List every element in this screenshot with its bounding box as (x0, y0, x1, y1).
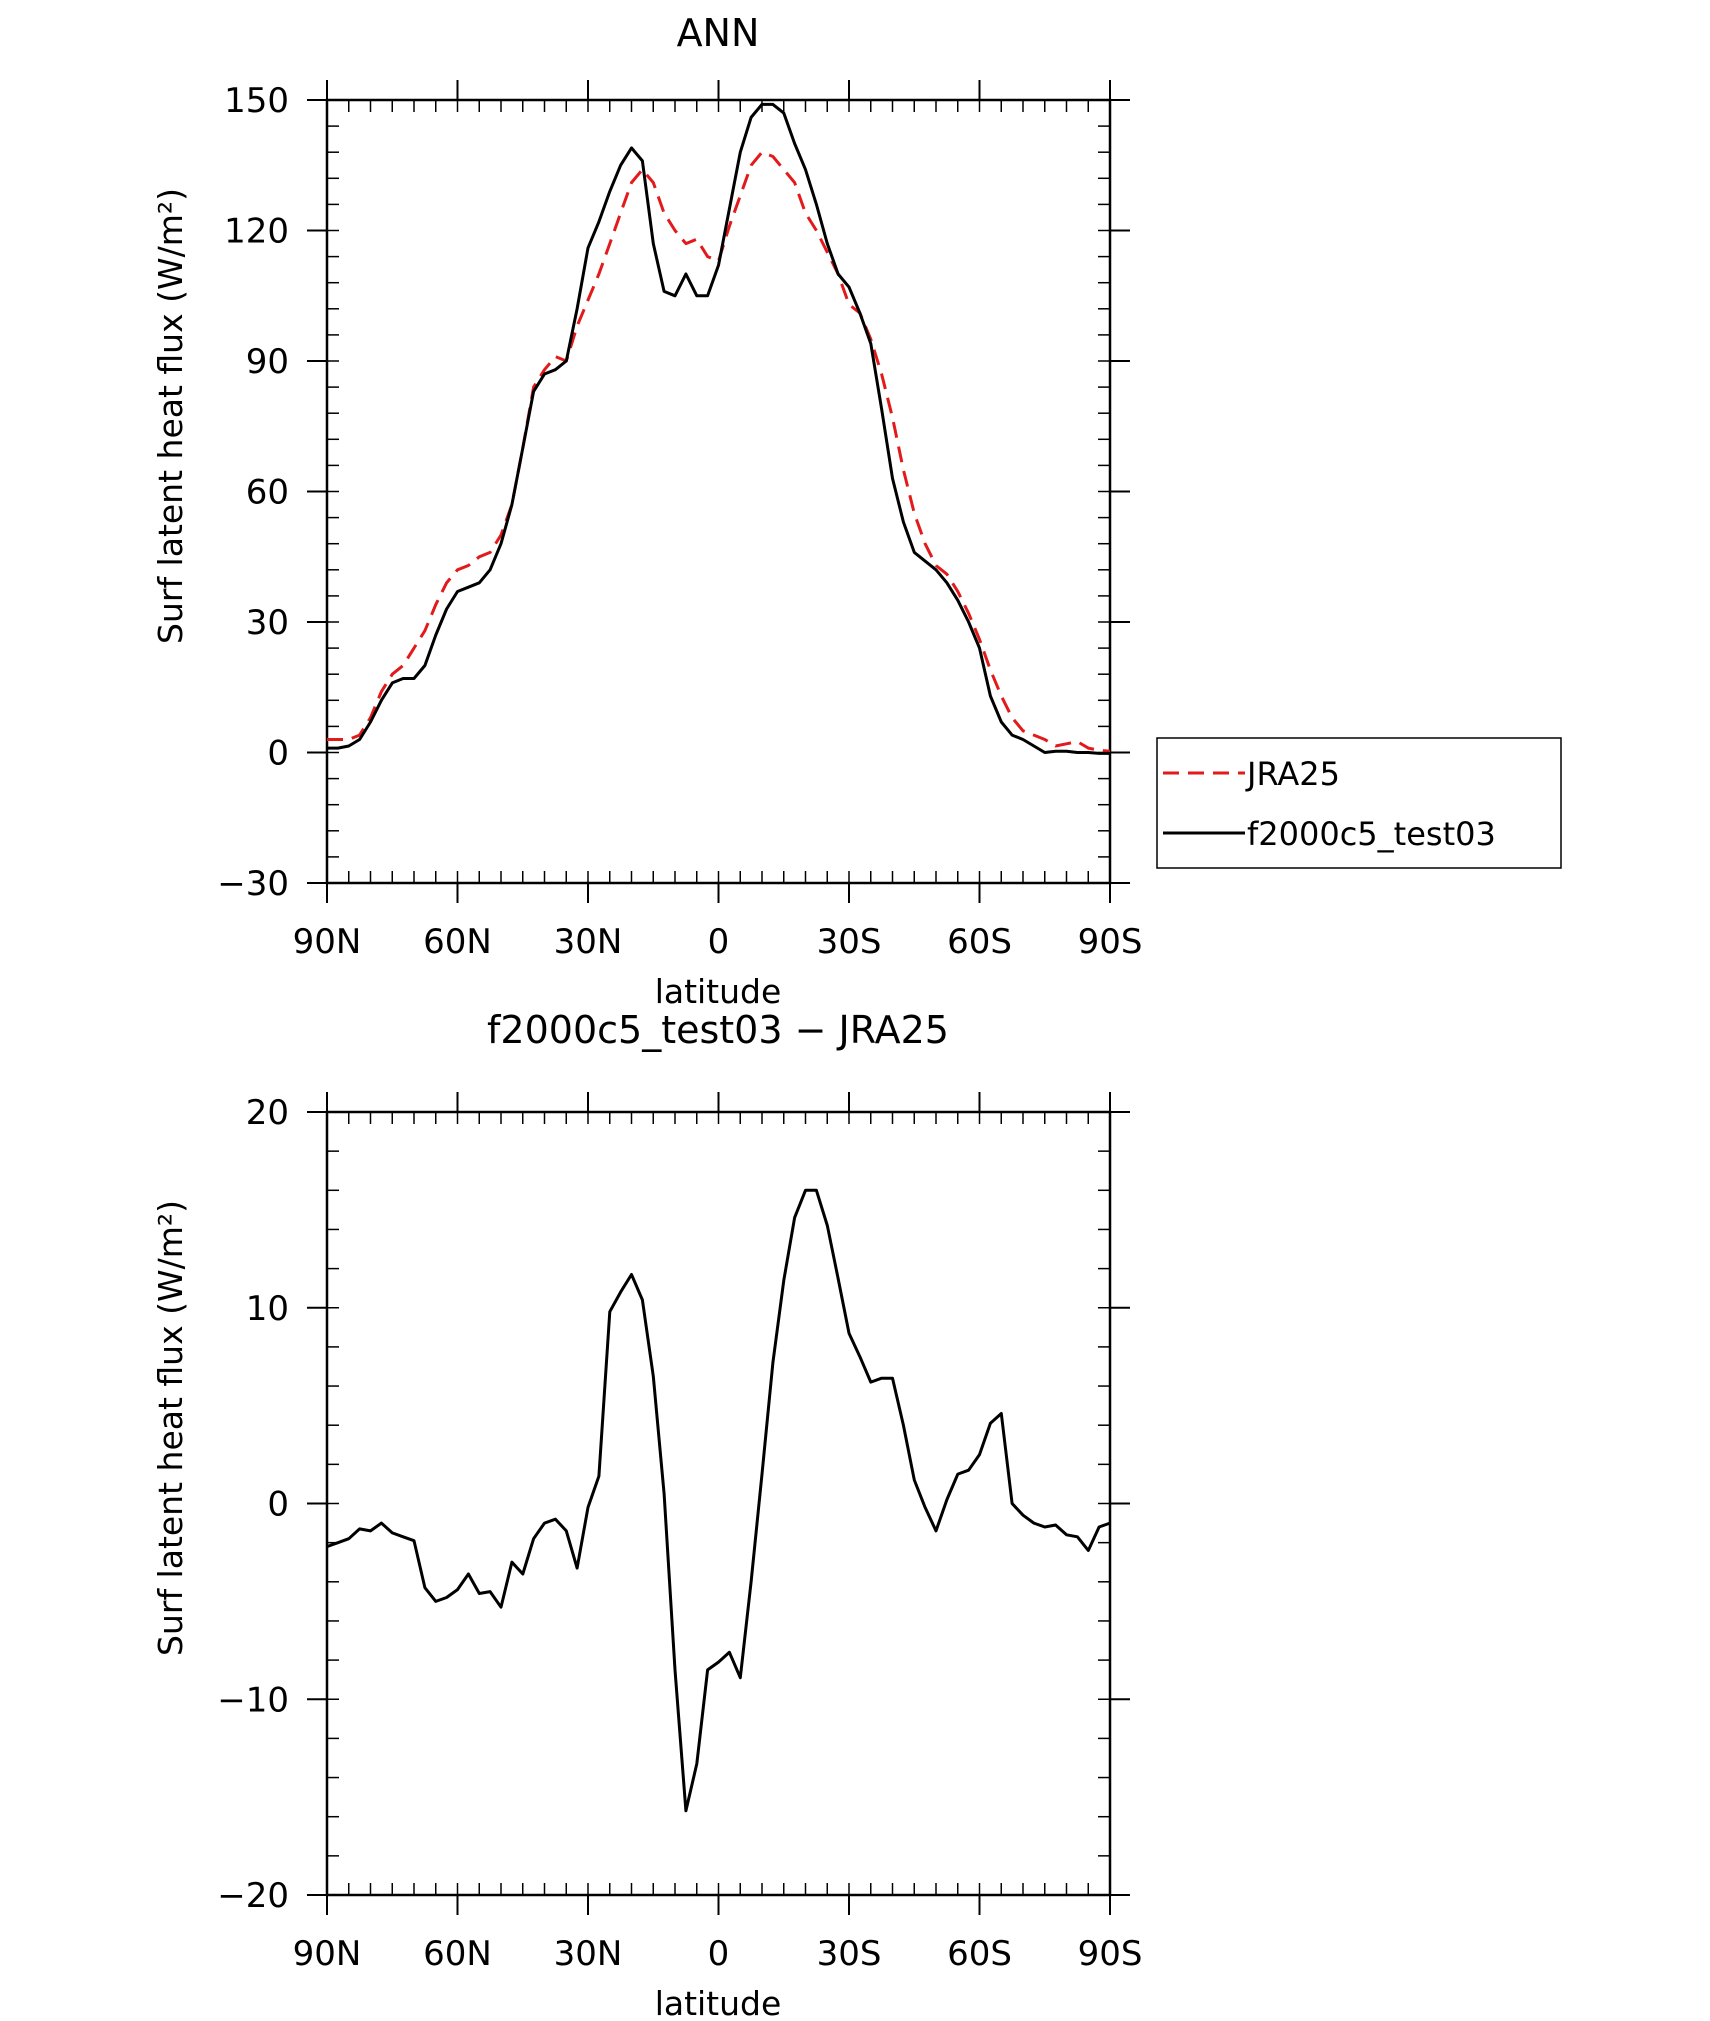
plot-frame (325, 1110, 1112, 1897)
legend: JRA25 f2000c5_test03 (1156, 737, 1562, 869)
panel-1-ylabel: Surf latent heat flux (W/m²) (151, 188, 190, 644)
panel-ann: ANN 90N 60N 30N 0 30S 60S 90S−300306090120150 … (151, 11, 1562, 1011)
series-line-difference (326, 1188, 1111, 1813)
x-tick-label: 60N (423, 922, 492, 962)
legend-label-jra25: JRA25 (1245, 755, 1340, 793)
series-line-f2000c5-test03 (327, 102, 1110, 755)
legend-label-f2000c5-test03: f2000c5_test03 (1247, 815, 1496, 853)
x-tick-label: 90S (1078, 922, 1143, 962)
y-tick-label: −10 (217, 1680, 289, 1720)
y-tick-label: 60 (246, 473, 289, 513)
x-tick-label: 30N (554, 922, 623, 962)
y-tick-label: 150 (224, 81, 289, 121)
x-tick-label: 0 (708, 1934, 730, 1974)
y-tick-label: 0 (267, 1485, 289, 1525)
plot-frame (325, 98, 1112, 885)
x-tick-label: 90N (293, 922, 362, 962)
x-tick-label: 0 (708, 922, 730, 962)
x-tick-label: 30S (817, 922, 882, 962)
y-tick-label: 120 (224, 212, 289, 252)
x-tick-label: 60S (947, 922, 1012, 962)
legend-box (1156, 737, 1562, 869)
panel-2-plot-area: 90N 60N 30N 0 30S 60S 90S −20 −10 0 10 20 (217, 1092, 1142, 1974)
x-tick-label: 60N (423, 1934, 492, 1974)
panel-2-ylabel: Surf latent heat flux (W/m²) (151, 1200, 190, 1656)
x-tick-label: 60S (947, 1934, 1012, 1974)
series-line-jra25 (327, 150, 1111, 753)
panel-difference: f2000c5_test03 − JRA25 90N 60N 30N 0 30S 60S 9… (151, 1008, 1142, 2021)
y-tick-label: 10 (246, 1289, 289, 1329)
panel-1-xlabel: latitude (655, 972, 782, 1011)
panel-1-plot-area: 90N 60N 30N 0 30S 60S 90S −30 0 30 60 90 120 150 (217, 80, 1142, 962)
y-tick-label: 90 (246, 342, 289, 382)
y-tick-label: 20 (246, 1093, 289, 1133)
x-tick-label: 30N (554, 1934, 623, 1974)
panel-1-title: ANN (677, 11, 760, 55)
y-tick-label: 0 (267, 734, 289, 774)
x-tick-label: 90S (1078, 1934, 1143, 1974)
y-tick-label: −20 (217, 1876, 289, 1916)
panel-2-xlabel: latitude (655, 1984, 782, 2021)
y-tick-label: −30 (217, 864, 289, 904)
x-tick-label: 90N (293, 1934, 362, 1974)
x-tick-label: 30S (817, 1934, 882, 1974)
y-tick-label: 30 (246, 603, 289, 643)
panel-2-title: f2000c5_test03 − JRA25 (487, 1008, 949, 1052)
